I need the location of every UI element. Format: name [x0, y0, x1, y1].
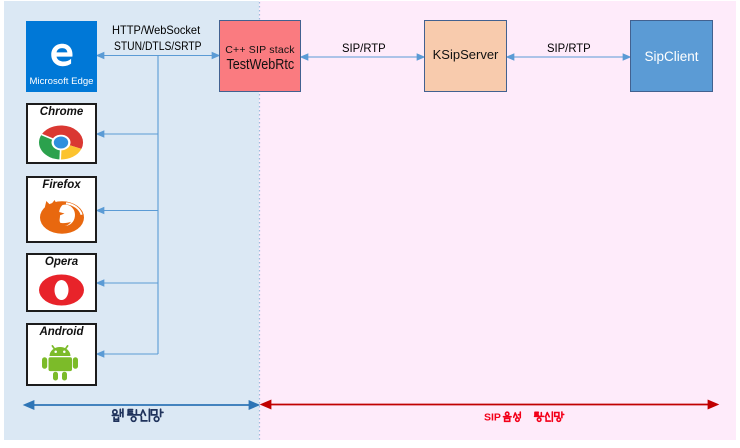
svg-text:SIP: SIP: [484, 412, 501, 424]
